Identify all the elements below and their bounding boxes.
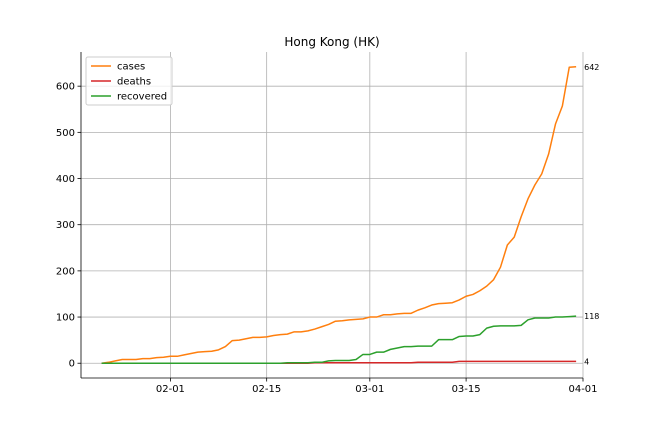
legend: cases deaths recovered xyxy=(85,56,173,106)
legend-item-recovered: recovered xyxy=(91,92,167,103)
series-line-recovered xyxy=(101,315,577,364)
end-label-recovered: 118 xyxy=(584,312,599,321)
x-tick-label: 03-01 xyxy=(355,384,384,395)
legend-label-deaths: deaths xyxy=(117,77,151,88)
legend-label-recovered: recovered xyxy=(117,92,167,103)
end-labels: 642 4 118 xyxy=(584,63,599,367)
series-lines xyxy=(101,66,577,364)
y-tick-label: 500 xyxy=(56,128,75,139)
end-label-deaths: 4 xyxy=(584,357,589,366)
legend-label-cases: cases xyxy=(117,62,145,73)
legend-frame xyxy=(85,56,173,106)
axes: 0 100 200 300 400 500 600 02-01 02-15 03-01 03-15 0… xyxy=(56,52,598,395)
y-tick-label: 200 xyxy=(56,266,75,277)
series-line-cases xyxy=(101,66,577,364)
legend-item-deaths: deaths xyxy=(91,77,151,88)
y-tick-label: 600 xyxy=(56,82,75,93)
y-tick-label: 300 xyxy=(56,220,75,231)
x-tick-label: 02-15 xyxy=(252,384,281,395)
legend-item-cases: cases xyxy=(91,62,145,73)
x-tick-label: 03-15 xyxy=(452,384,481,395)
y-tick-label: 0 xyxy=(69,359,75,370)
x-tick-label: 02-01 xyxy=(156,384,185,395)
end-label-cases: 642 xyxy=(584,63,599,72)
x-tick-label: 04-01 xyxy=(568,384,597,395)
y-tick-label: 100 xyxy=(56,313,75,324)
chart-title: Hong Kong (HK) xyxy=(284,35,379,49)
y-tick-label: 400 xyxy=(56,174,75,185)
grid-lines xyxy=(81,52,584,378)
